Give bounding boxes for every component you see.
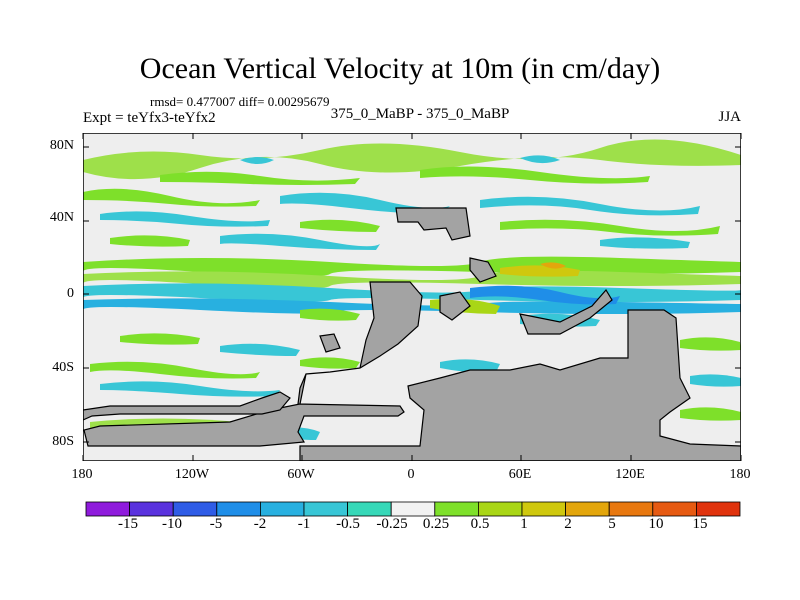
colorbar-label: -15 [118, 516, 138, 532]
lat-tick-label: 0 [67, 286, 74, 301]
colorbar-swatch [521, 501, 566, 517]
colorbar-label: -0.5 [336, 516, 360, 532]
lat-tick-label: 40S [52, 360, 74, 375]
colorbar-swatch [477, 501, 523, 517]
colorbar-label: -5 [209, 516, 223, 532]
land-island-north [469, 257, 497, 283]
lon-tick-label: 120E [615, 467, 645, 482]
land-south-west [83, 391, 291, 421]
colorbar-label: 1 [520, 516, 528, 532]
colorbar-swatch [303, 501, 348, 517]
colorbar-label: 5 [608, 516, 616, 532]
colorbar-label: 15 [692, 516, 708, 532]
velocity-contours-arctic [83, 139, 741, 185]
colorbar-label: -0.25 [376, 516, 408, 532]
lon-tick-label: 120W [174, 467, 210, 482]
colorbar-label: -2 [253, 516, 267, 532]
colorbar-swatch [608, 501, 654, 517]
colorbar-swatch [259, 501, 305, 517]
colorbar [85, 501, 741, 517]
colorbar-swatch [347, 501, 392, 517]
colorbar-label: 0.25 [422, 516, 450, 532]
axis-ticks [82, 133, 742, 461]
land-masses [83, 207, 741, 461]
chart-title: Ocean Vertical Velocity at 10m (in cm/da… [139, 52, 661, 85]
colorbar-label: -1 [297, 516, 311, 532]
lat-tick-label: 40N [49, 210, 74, 225]
land-east-small [439, 291, 471, 321]
velocity-contours-north [83, 188, 720, 250]
colorbar-label: 0.5 [470, 516, 490, 532]
colorbar-swatch [390, 501, 436, 517]
comparison-label: 375_0_MaBP - 375_0_MaBP [330, 106, 510, 122]
colorbar-label: 10 [648, 516, 664, 532]
lat-tick-label: 80S [52, 434, 74, 449]
land-ridge [519, 288, 613, 335]
colorbar-swatch [434, 501, 479, 517]
lon-tick-label: 180 [71, 467, 93, 482]
colorbar-swatch [565, 501, 610, 517]
land-central [83, 281, 423, 447]
season-label: JJA [718, 109, 741, 125]
colorbar-label: 2 [564, 516, 572, 532]
lon-tick-label: 180 [729, 467, 751, 482]
lon-tick-label: 60W [287, 467, 315, 482]
colorbar-swatch [129, 501, 174, 517]
lat-tick-label: 80N [49, 138, 74, 153]
colorbar-swatch [652, 501, 697, 517]
experiment-label: Expt = teYfx3-teYfx2 [83, 110, 216, 126]
land-north [395, 207, 471, 241]
colorbar-label: -10 [162, 516, 182, 532]
land-south-east [299, 309, 741, 461]
colorbar-swatch [85, 501, 130, 517]
colorbar-swatch [696, 501, 741, 517]
lon-tick-label: 60E [508, 467, 532, 482]
colorbar-swatch [216, 501, 261, 517]
lon-tick-label: 0 [407, 467, 415, 482]
colorbar-swatch [172, 501, 218, 517]
land-island-south [319, 333, 341, 353]
rmsd-diff-stats: rmsd= 0.477007 diff= 0.00295679 [150, 94, 330, 109]
velocity-contours-equatorial [83, 256, 741, 327]
